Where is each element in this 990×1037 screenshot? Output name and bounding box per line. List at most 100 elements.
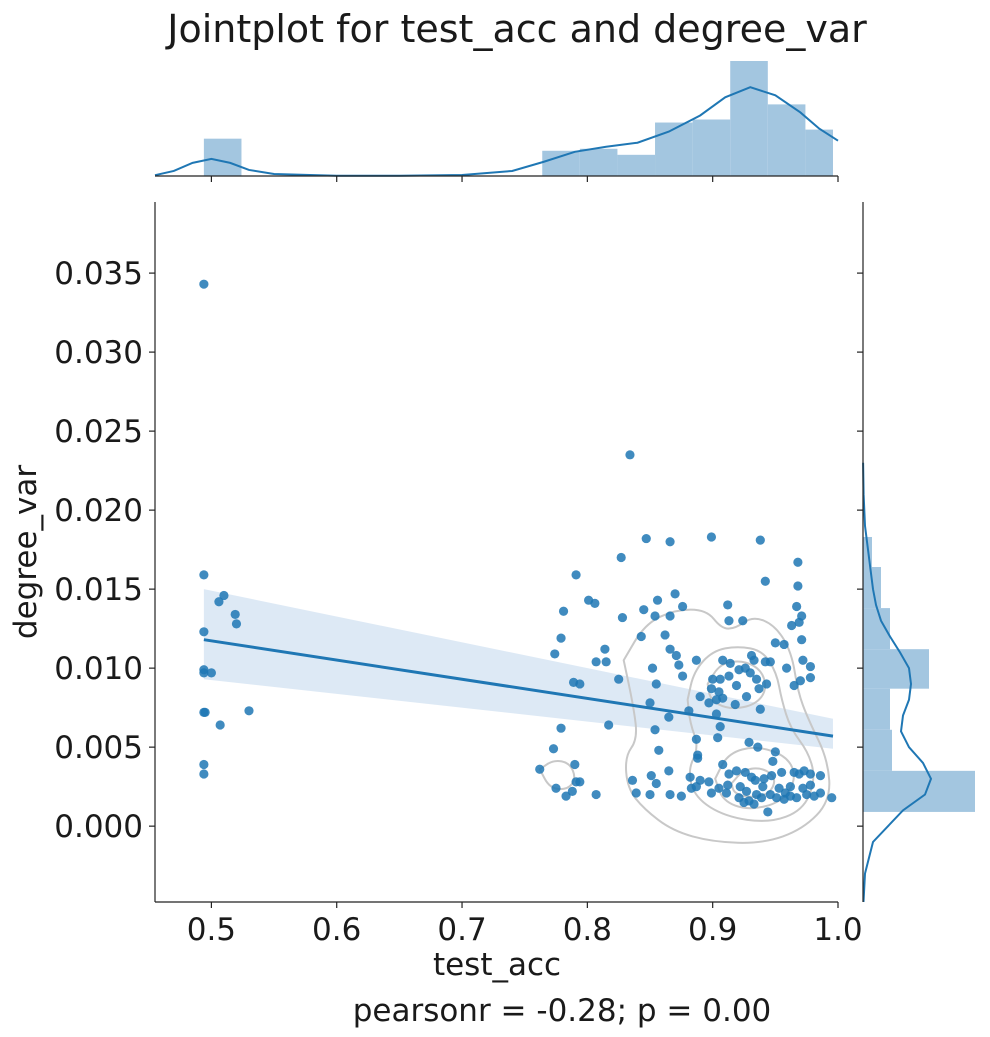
scatter-point <box>650 725 660 735</box>
scatter-point <box>721 788 732 798</box>
scatter-point <box>647 663 658 673</box>
scatter-point <box>794 617 804 627</box>
scatter-point <box>827 793 837 803</box>
scatter-point <box>792 601 802 612</box>
scatter-point <box>591 789 601 800</box>
scatter-point <box>718 759 728 770</box>
scatter-point <box>805 780 816 790</box>
scatter-point <box>798 655 808 665</box>
scatter-point <box>651 778 661 789</box>
y-axis-ticks: 0.000 0.005 0.010 0.015 0.020 0.025 0.030 0.035 <box>54 256 863 845</box>
y-tick-label: 0.000 <box>54 809 143 845</box>
scatter-point <box>214 597 224 607</box>
scatter-point <box>199 279 209 289</box>
scatter-point <box>713 733 723 743</box>
marginal-y-kde <box>862 462 933 903</box>
scatter-point <box>575 679 585 689</box>
marginal-x-bar <box>542 150 580 176</box>
scatter-point <box>558 606 569 616</box>
kde-contour <box>622 608 831 844</box>
y-tick-label: 0.010 <box>54 651 143 687</box>
marginal-x-bar <box>692 119 731 176</box>
scatter-point <box>219 590 229 601</box>
scatter-point <box>782 663 792 673</box>
x-tick-label: 0.6 <box>312 912 361 948</box>
scatter-point <box>625 450 635 460</box>
scatter-point <box>725 658 735 668</box>
scatter-point <box>676 791 686 801</box>
scatter-point <box>756 793 767 803</box>
scatter-point <box>766 770 777 781</box>
scatter-point <box>651 679 661 689</box>
scatter-point <box>724 671 734 681</box>
scatter-point <box>200 707 210 717</box>
x-tick-label: 1.0 <box>813 912 862 948</box>
scatter-point <box>715 722 725 732</box>
marginal-x-bar <box>767 104 806 176</box>
scatter-point <box>665 611 675 621</box>
marginal-y-bar <box>863 688 890 730</box>
scatter-point <box>604 720 614 730</box>
scatter-point <box>670 589 680 599</box>
scatter-point <box>570 759 580 770</box>
marginal-x-bar <box>579 148 618 176</box>
y-tick-label: 0.025 <box>54 414 143 450</box>
y-tick-label: 0.015 <box>54 572 143 608</box>
scatter-point <box>754 684 764 694</box>
scatter-point <box>231 619 242 629</box>
marginal-y-bar <box>863 770 975 812</box>
scatter-point <box>199 769 209 779</box>
scatter-point <box>815 770 826 781</box>
kde-contour <box>714 746 795 810</box>
scatter-point <box>755 704 765 714</box>
scatter-point <box>693 753 703 763</box>
scatter-point <box>591 657 601 667</box>
scatter-point <box>761 679 772 689</box>
scatter-point <box>660 630 670 640</box>
scatter-point <box>805 673 816 683</box>
y-axis-label: degree_var <box>8 465 44 639</box>
scatter-point <box>759 774 769 784</box>
scatter-point <box>646 770 656 781</box>
x-tick-label: 0.9 <box>688 912 737 948</box>
scatter-point <box>795 676 806 686</box>
scatter-point <box>714 783 724 793</box>
marginal-x-bar <box>655 122 693 176</box>
scatter-point <box>734 665 744 675</box>
scatter-point <box>779 639 789 650</box>
scatter-point <box>551 783 561 793</box>
scatter-plot-area <box>199 279 837 844</box>
scatter-point <box>571 570 581 580</box>
scatter-point <box>548 744 559 754</box>
scatter-point <box>616 552 626 563</box>
scatter-point <box>561 791 571 801</box>
scatter-point <box>797 635 807 645</box>
scatter-point <box>792 793 802 803</box>
scatter-point <box>706 532 717 542</box>
scatter-point <box>724 616 734 626</box>
x-axis-label: test_acc <box>433 947 561 983</box>
regression-line <box>203 638 834 738</box>
scatter-point <box>590 598 600 608</box>
x-axis-ticks: 0.5 0.6 0.7 0.8 0.9 1.0 <box>187 176 863 948</box>
scatter-point <box>785 782 795 792</box>
scatter-point <box>691 655 701 665</box>
scatter-point <box>760 576 770 586</box>
scatter-point <box>723 600 733 610</box>
marginal-x-bar <box>805 129 833 176</box>
scatter-point <box>230 609 240 620</box>
scatter-point <box>809 791 819 801</box>
x-tick-label: 0.5 <box>187 912 236 948</box>
scatter-point <box>535 764 545 774</box>
scatter-point <box>753 742 763 752</box>
scatter-point <box>704 777 714 787</box>
y-tick-label: 0.005 <box>54 730 143 766</box>
scatter-point <box>730 699 740 710</box>
x-tick-label: 0.7 <box>437 912 486 948</box>
scatter-point <box>601 657 611 667</box>
scatter-point <box>685 772 695 782</box>
scatter-point <box>664 712 674 722</box>
scatter-point <box>678 601 688 612</box>
scatter-point <box>645 698 655 708</box>
